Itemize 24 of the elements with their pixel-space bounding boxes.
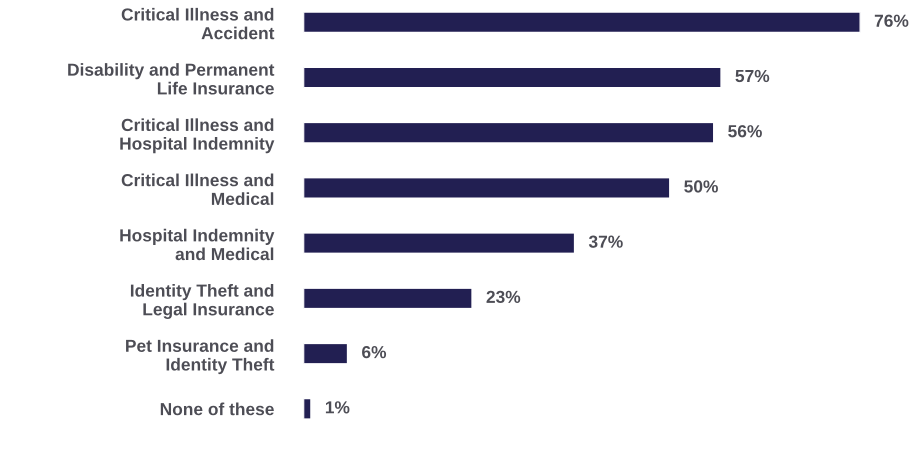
data-label: 76% — [874, 14, 908, 27]
data-label: 23% — [486, 290, 520, 304]
y-tick-label: Identity Theft and Legal Insurance — [130, 284, 274, 319]
y-tick-label: Critical Illness and Medical — [122, 174, 274, 205]
y-tick-label: Disability and Permanent Life Insurance — [68, 63, 274, 95]
bar — [304, 398, 312, 420]
data-label: 1% — [326, 401, 350, 414]
bar — [304, 287, 473, 310]
y-tick-label: Hospital Indemnity and Medical — [120, 228, 274, 260]
bar — [304, 342, 348, 365]
y-tick-label: Critical Illness and Accident — [122, 8, 274, 40]
data-label: 56% — [728, 125, 762, 138]
bar — [304, 122, 714, 144]
data-label: 57% — [735, 70, 770, 82]
y-tick-label: Critical Illness and Hospital Indemnity — [120, 118, 274, 154]
bar — [304, 66, 722, 88]
data-label: 37% — [588, 236, 623, 248]
y-tick-label: None of these — [160, 402, 274, 416]
data-label: 50% — [684, 180, 718, 193]
y-tick-label: Pet Insurance and Identity Theft — [126, 339, 274, 374]
data-label: 6% — [362, 346, 386, 358]
bar — [304, 11, 860, 34]
bar — [304, 177, 670, 199]
bar — [304, 232, 576, 254]
